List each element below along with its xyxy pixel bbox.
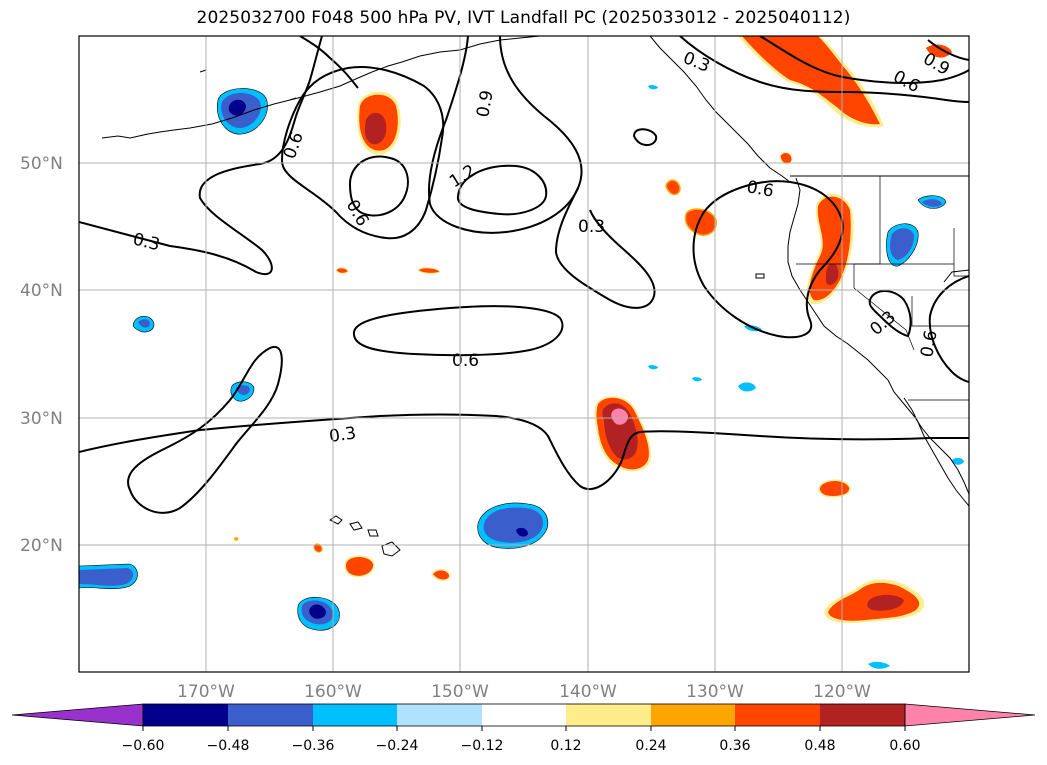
positive-blob [809, 196, 851, 301]
contour-line [632, 128, 658, 146]
negative-blob [228, 99, 246, 116]
contour-line [79, 36, 323, 275]
lat-label: 30°N [20, 409, 63, 429]
colorbar-bin [143, 704, 228, 726]
contour-line [927, 39, 969, 61]
contour-line [79, 413, 969, 491]
negative-blob [483, 507, 544, 543]
colorbar-bin [397, 704, 482, 726]
negative-blob [79, 568, 134, 586]
colorbar-bin [651, 704, 735, 726]
lon-label: 160°W [304, 682, 362, 702]
colorbar-tick: 0.36 [719, 738, 750, 754]
negative-blob [309, 604, 326, 619]
contour-line [280, 65, 445, 240]
negative-blob [648, 365, 658, 370]
colorbar-bin [820, 704, 905, 726]
colorbar-bin [735, 704, 820, 726]
lon-label: 150°W [431, 682, 489, 702]
contour-label: 0.6 [452, 351, 479, 371]
lon-label: 170°W [177, 682, 235, 702]
colorbar-tick: 0.60 [889, 738, 920, 754]
lat-label: 50°N [20, 154, 63, 174]
lon-label: 140°W [559, 682, 617, 702]
negative-blob [868, 661, 890, 669]
contour-line [554, 187, 656, 309]
colorbar-bin [482, 704, 566, 726]
contour-line [679, 36, 969, 103]
contour-label: 0.6 [745, 177, 775, 201]
positive-blob [431, 569, 451, 581]
positive-blob [926, 44, 952, 58]
colorbar-tick: −0.60 [122, 738, 165, 754]
colorbar-tick: −0.36 [292, 738, 335, 754]
positive-blob [826, 263, 839, 286]
lon-label: 130°W [686, 682, 744, 702]
contour-line [692, 180, 844, 339]
positive-blob [818, 479, 851, 498]
positive-blob [742, 36, 880, 125]
contour-label: 0.9 [473, 89, 497, 119]
lat-label: 20°N [20, 536, 63, 556]
map-frame [78, 35, 970, 673]
positive-blob [344, 555, 375, 578]
negative-blob [516, 527, 528, 537]
negative-blob [648, 85, 658, 90]
positive-blob [417, 267, 441, 274]
map-title: 2025032700 F048 500 hPa PV, IVT Landfall… [196, 8, 851, 28]
positive-blob [611, 408, 628, 425]
contour-label: 0.3 [578, 217, 605, 237]
contour-label: 0.3 [328, 423, 358, 447]
colorbar-tick: −0.24 [376, 738, 419, 754]
lon-label: 120°W [813, 682, 871, 702]
contour-label: 0.6 [917, 329, 941, 359]
positive-blob [779, 152, 793, 165]
pv-contour-layer [79, 36, 969, 514]
map-area [79, 36, 969, 672]
negative-blob [922, 199, 942, 207]
colorbar-over-arrow [904, 703, 1036, 727]
contour-line [348, 155, 409, 217]
positive-blob [364, 112, 387, 145]
positive-blob [335, 267, 349, 274]
contour-line [456, 164, 548, 216]
colorbar-under-arrow [11, 703, 144, 727]
colorbar-tick: −0.12 [461, 738, 504, 754]
coastline-layer [101, 36, 969, 557]
colorbar-bin [313, 704, 397, 726]
contour-line [759, 36, 969, 84]
negative-blob [952, 457, 964, 465]
lat-label: 40°N [20, 281, 63, 301]
negative-blob [138, 319, 150, 328]
colorbar: −0.60 −0.48 −0.36 −0.24 −0.12 0.12 0.24 … [11, 703, 1036, 754]
contour-line [868, 290, 912, 338]
positive-blob [684, 208, 717, 236]
positive-blob [867, 594, 904, 611]
colorbar-bin [228, 704, 313, 726]
negative-blob [890, 228, 914, 260]
positive-blob [313, 543, 323, 553]
colorbar-bin [566, 704, 651, 726]
contour-line [928, 275, 969, 383]
colorbar-tick: 0.48 [804, 738, 835, 754]
contour-line [352, 305, 564, 357]
contour-line [127, 345, 283, 514]
negative-blob [738, 382, 756, 392]
positive-blob [602, 403, 638, 460]
negative-blob [692, 377, 702, 382]
contour-line [299, 36, 359, 89]
positive-blob [665, 179, 681, 196]
contour-line [427, 36, 583, 234]
colorbar-tick: −0.48 [207, 738, 250, 754]
graticule [79, 36, 969, 672]
colorbar-tick: 0.24 [635, 738, 666, 754]
colorbar-tick: 0.12 [550, 738, 581, 754]
positive-blob [234, 537, 239, 541]
